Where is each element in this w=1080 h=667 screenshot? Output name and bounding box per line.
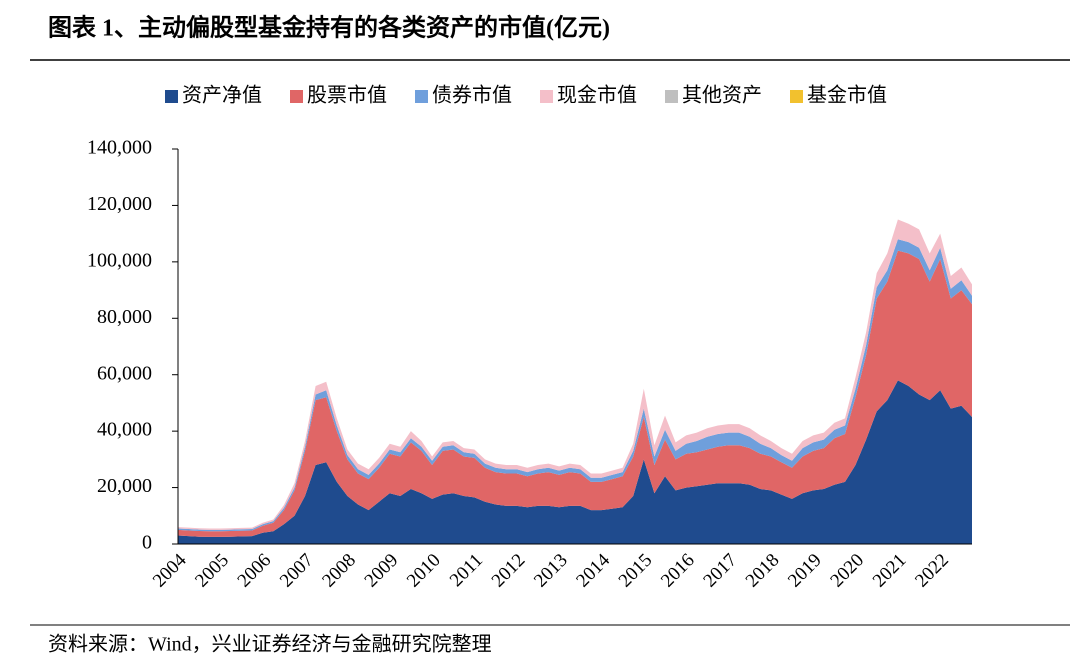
y-tick-label: 40,000 (97, 419, 152, 441)
x-tick-label: 2019 (784, 550, 826, 592)
legend-label: 现金市值 (557, 84, 637, 107)
x-tick-label: 2006 (234, 550, 276, 592)
y-tick-label: 140,000 (87, 137, 152, 159)
y-tick-label: 80,000 (97, 306, 152, 328)
source-note: 资料来源：Wind，兴业证券经济与金融研究院整理 (48, 633, 492, 656)
y-tick-label: 60,000 (97, 362, 152, 384)
legend-swatch (290, 90, 303, 103)
legend-swatch (165, 90, 178, 103)
area (178, 380, 972, 544)
x-tick-label: 2014 (572, 549, 614, 591)
legend-swatch (790, 90, 803, 103)
x-tick-label: 2020 (826, 550, 868, 592)
y-tick-label: 120,000 (87, 193, 152, 215)
x-tick-label: 2008 (318, 550, 360, 592)
x-tick-label: 2015 (615, 550, 657, 592)
x-tick-label: 2021 (869, 550, 911, 592)
area (178, 219, 972, 530)
x-tick-label: 2022 (911, 550, 953, 592)
x-tick-label: 2017 (699, 550, 741, 592)
x-tick-label: 2005 (191, 550, 233, 592)
x-tick-label: 2007 (276, 550, 318, 592)
y-tick-label: 100,000 (87, 249, 152, 271)
area (178, 250, 972, 537)
legend-label: 基金市值 (807, 84, 887, 107)
x-tick-label: 2018 (742, 550, 784, 592)
chart-title: 图表 1、主动偏股型基金持有的各类资产的市值(亿元) (48, 14, 610, 42)
x-tick-label: 2009 (361, 550, 403, 592)
legend-swatch (665, 90, 678, 103)
legend-label: 债券市值 (432, 84, 512, 107)
x-tick-label: 2013 (530, 550, 572, 592)
x-tick-label: 2011 (446, 550, 487, 591)
legend-swatch (415, 90, 428, 103)
legend-label: 股票市值 (307, 84, 387, 107)
legend-swatch (540, 90, 553, 103)
x-tick-label: 2012 (488, 550, 530, 592)
y-tick-label: 0 (142, 532, 152, 554)
legend-label: 资产净值 (182, 84, 262, 107)
legend-label: 其他资产 (682, 84, 762, 107)
x-tick-label: 2016 (657, 550, 699, 592)
x-tick-label: 2010 (403, 550, 445, 592)
x-tick-label: 2004 (149, 549, 191, 591)
y-tick-label: 20,000 (97, 475, 152, 497)
